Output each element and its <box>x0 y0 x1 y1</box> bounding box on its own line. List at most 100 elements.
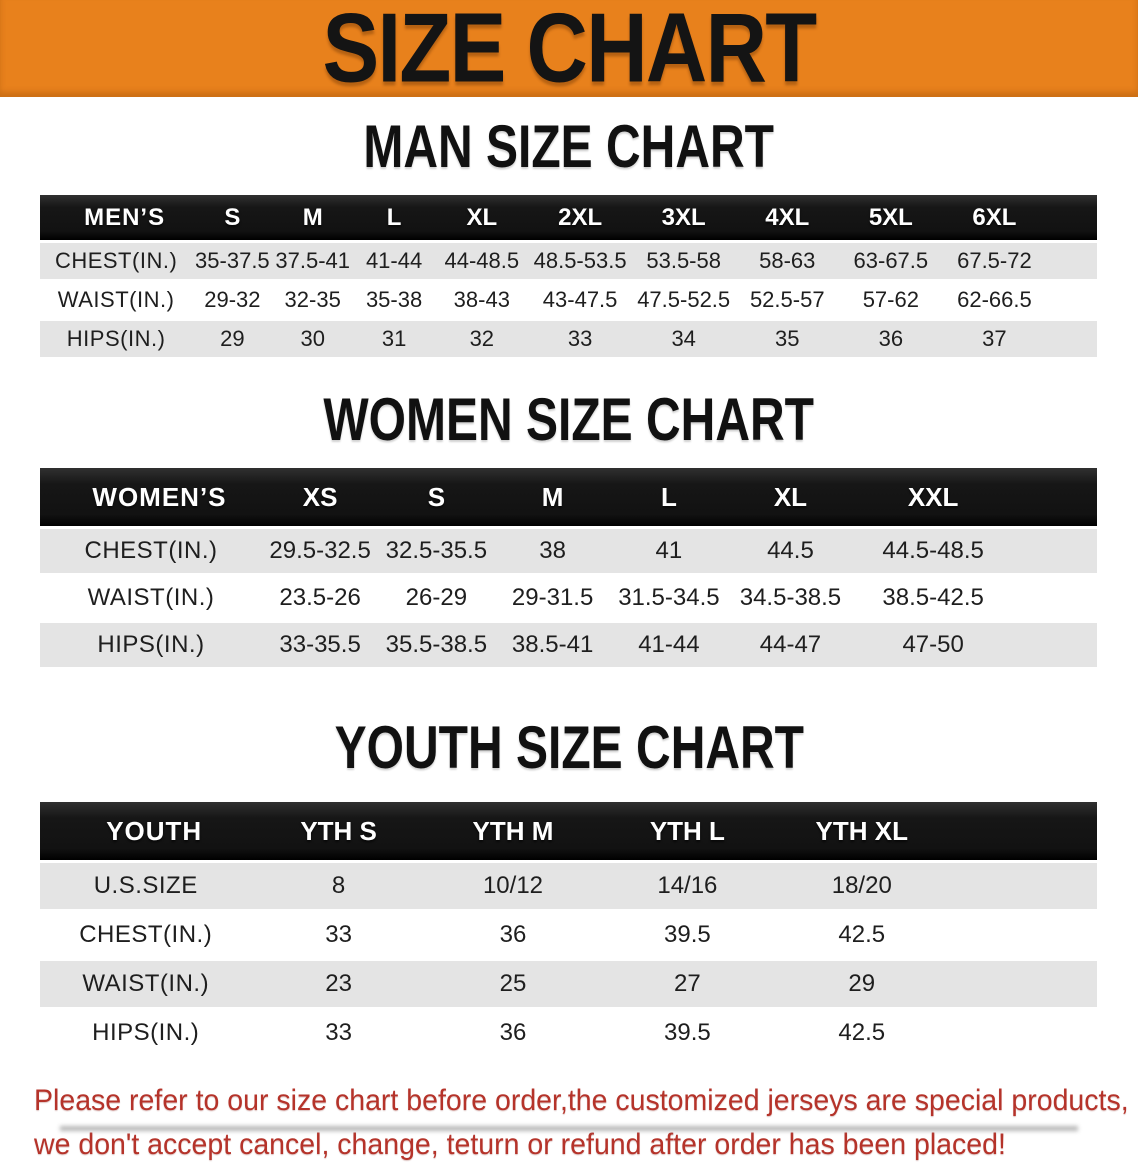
header-size-label: YTH XL <box>774 802 949 863</box>
row-value: 47-50 <box>853 623 1013 670</box>
table-header-row: MEN’S S M L XL 2XL 3XL 4XL 5XL 6XL <box>40 195 1097 243</box>
row-label: HIPS(IN.) <box>40 321 193 360</box>
header-group-label: MEN’S <box>40 195 193 243</box>
header-group-label: WOMEN’S <box>40 468 262 529</box>
row-value: 41-44 <box>352 243 436 282</box>
table-body: CHEST(IN.) 29.5-32.5 32.5-35.5 38 41 44.5 44.5… <box>40 529 1097 670</box>
row-value: 35-37.5 <box>192 243 273 282</box>
row-filler <box>1012 623 1097 670</box>
header-size-label: YTH S <box>251 802 426 863</box>
row-label: U.S.SIZE <box>40 863 252 912</box>
row-value: 67.5-72 <box>942 243 1047 282</box>
table-head: MEN’S S M L XL 2XL 3XL 4XL 5XL 6XL <box>40 195 1097 243</box>
table-row: HIPS(IN.) 33 36 39.5 42.5 <box>40 1010 1097 1059</box>
row-value: 34.5-38.5 <box>727 576 854 623</box>
row-value: 33 <box>528 321 632 360</box>
row-value: 29-32 <box>192 282 273 321</box>
row-value: 8 <box>251 863 426 912</box>
row-filler <box>1046 243 1097 282</box>
row-value: 25 <box>425 961 601 1010</box>
row-value: 10/12 <box>425 863 601 912</box>
header-size-label: YTH L <box>600 802 775 863</box>
row-value: 32-35 <box>272 282 353 321</box>
header-size-label: L <box>352 195 436 243</box>
row-value: 14/16 <box>600 863 775 912</box>
table-row: WAIST(IN.) 29-32 32-35 35-38 38-43 43-47.5 47.… <box>40 282 1097 321</box>
row-value: 35 <box>735 321 840 360</box>
header-filler <box>1012 468 1097 529</box>
row-value: 34 <box>631 321 736 360</box>
row-value: 47.5-52.5 <box>631 282 736 321</box>
table-row: CHEST(IN.) 33 36 39.5 42.5 <box>40 912 1097 961</box>
row-value: 41 <box>610 529 728 576</box>
row-value: 57-62 <box>839 282 943 321</box>
section-title-text: YOUTH SIZE CHART <box>334 714 804 781</box>
row-value: 38.5-41 <box>494 623 611 670</box>
header-size-label: 4XL <box>735 195 840 243</box>
row-filler <box>1012 576 1097 623</box>
row-value: 29 <box>774 961 949 1010</box>
row-value: 29 <box>192 321 273 360</box>
row-value: 44-47 <box>727 623 854 670</box>
row-value: 29-31.5 <box>494 576 611 623</box>
table-row: WAIST(IN.) 23.5-26 26-29 29-31.5 31.5-34.5 34… <box>40 576 1097 623</box>
header-size-label: 3XL <box>631 195 736 243</box>
table-head: WOMEN’S XS S M L XL XXL <box>40 468 1097 529</box>
header-size-label: XS <box>261 468 379 529</box>
table-row: U.S.SIZE 8 10/12 14/16 18/20 <box>40 863 1097 912</box>
header-size-label: XL <box>435 195 529 243</box>
header-size-label: XXL <box>853 468 1013 529</box>
header-size-label: YTH M <box>425 802 601 863</box>
row-value: 26-29 <box>378 576 495 623</box>
row-value: 42.5 <box>774 1010 949 1059</box>
row-label: HIPS(IN.) <box>40 1010 252 1059</box>
row-value: 41-44 <box>610 623 728 670</box>
row-value: 23 <box>251 961 426 1010</box>
row-filler <box>948 863 1097 912</box>
row-value: 38 <box>494 529 611 576</box>
row-filler <box>948 1010 1097 1059</box>
row-label: WAIST(IN.) <box>40 282 193 321</box>
bottom-shadow-strip <box>60 1126 1078 1131</box>
row-value: 39.5 <box>600 1010 775 1059</box>
row-value: 31 <box>352 321 436 360</box>
header-size-label: S <box>192 195 273 243</box>
row-value: 37 <box>942 321 1047 360</box>
row-value: 39.5 <box>600 912 775 961</box>
row-filler <box>1046 321 1097 360</box>
table-body: CHEST(IN.) 35-37.5 37.5-41 41-44 44-48.5 48.5… <box>40 243 1097 360</box>
row-value: 44.5-48.5 <box>853 529 1013 576</box>
header-filler <box>948 802 1097 863</box>
header-size-label: 5XL <box>839 195 943 243</box>
row-filler <box>1012 529 1097 576</box>
size-chart-banner: SIZE CHART <box>0 0 1138 97</box>
header-filler <box>1046 195 1097 243</box>
row-value: 18/20 <box>774 863 949 912</box>
header-size-label: 6XL <box>942 195 1047 243</box>
section-man-size-chart: MAN SIZE CHART MEN’S S M L XL 2XL 3XL 4XL 5XL 6XL C… <box>0 117 1138 360</box>
header-size-label: M <box>494 468 611 529</box>
section-title: YOUTH SIZE CHART <box>0 718 1138 778</box>
row-value: 27 <box>600 961 775 1010</box>
section-women-size-chart: WOMEN SIZE CHART WOMEN’S XS S M L XL XXL CHEST(I… <box>0 390 1138 670</box>
women-size-chart-table: WOMEN’S XS S M L XL XXL CHEST(IN.) 29.5-32.5 32.5… <box>40 468 1097 670</box>
row-value: 30 <box>272 321 353 360</box>
row-value: 33 <box>251 1010 426 1059</box>
table-row: CHEST(IN.) 29.5-32.5 32.5-35.5 38 41 44.5 44.5… <box>40 529 1097 576</box>
table-body: U.S.SIZE 8 10/12 14/16 18/20 CHEST(IN.) 33 36 39… <box>40 863 1097 1059</box>
row-filler <box>948 961 1097 1010</box>
row-value: 52.5-57 <box>735 282 840 321</box>
row-value: 48.5-53.5 <box>528 243 632 282</box>
section-title-text: MAN SIZE CHART <box>363 113 775 180</box>
row-label: WAIST(IN.) <box>40 576 262 623</box>
banner-title: SIZE CHART <box>322 0 818 103</box>
table-row: HIPS(IN.) 33-35.5 35.5-38.5 38.5-41 41-44 44-… <box>40 623 1097 670</box>
disclaimer-line-1: Please refer to our size chart before or… <box>34 1084 1129 1117</box>
youth-size-chart-table: YOUTH YTH S YTH M YTH L YTH XL U.S.SIZE 8 10/12… <box>40 802 1097 1059</box>
row-value: 37.5-41 <box>272 243 353 282</box>
header-size-label: M <box>272 195 353 243</box>
row-value: 23.5-26 <box>261 576 379 623</box>
table-row: HIPS(IN.) 29 30 31 32 33 34 35 36 37 <box>40 321 1097 360</box>
row-value: 31.5-34.5 <box>610 576 728 623</box>
row-value: 44.5 <box>727 529 854 576</box>
